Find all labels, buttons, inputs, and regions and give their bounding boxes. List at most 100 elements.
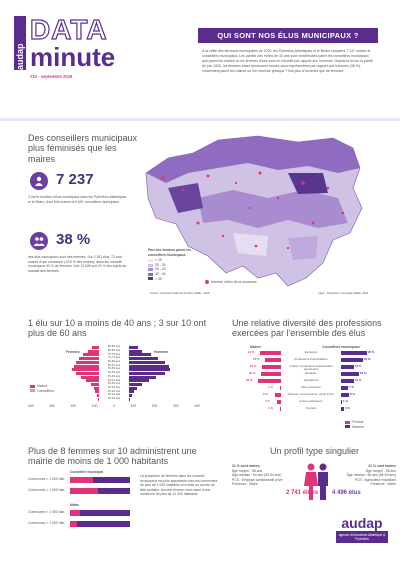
bar-conseillers	[341, 351, 367, 355]
col-conseillers: Conseillers municipaux	[322, 345, 361, 349]
map-legend: Part des femmes parmi les conseillers mu…	[148, 248, 198, 281]
bar-maires	[277, 400, 281, 404]
profile-men: 21 % sont maires Âge moyen : 56 ans Âge …	[346, 464, 396, 487]
value-maires: 6 %	[263, 392, 268, 396]
legend-item: > 45	[148, 277, 198, 282]
pyramid-bar-men	[129, 390, 135, 394]
section2-title: 1 élu sur 10 a moins de 40 ans ; 3 sur 1…	[28, 318, 207, 339]
value-maires: 19 %	[250, 364, 257, 368]
value-conseillers: 18 %	[360, 371, 367, 375]
block-maire-title: Maire	[70, 503, 79, 507]
profession-label: Professions intermédiaires	[294, 357, 328, 361]
pyramid-bar-men	[129, 397, 130, 401]
age-label: 55-59 ans	[107, 366, 121, 371]
pyramid-bar-men	[129, 386, 138, 390]
bar-conseillers	[341, 400, 342, 404]
title-minute: minute	[30, 42, 116, 72]
bar-maires	[260, 351, 281, 355]
age-label: 50-54 ans	[107, 370, 121, 375]
bar-maires	[280, 386, 281, 390]
pyramid-bar-women	[75, 360, 99, 364]
men-count: 4 496 élus	[332, 490, 361, 496]
pyramid-bar-women	[98, 397, 99, 401]
age-label: 35-39 ans	[107, 381, 121, 386]
age-pyramid: 85-89 ans 80-84 ans 75-79 ans 70-74 ans 65-6…	[28, 344, 200, 406]
row-label: Communes < 1 000 hab.	[28, 510, 66, 514]
pyramid-bar-women	[72, 368, 99, 372]
women-count: 2 741 élues	[286, 490, 319, 496]
issue-label: #10 - septembre 2019	[30, 74, 73, 79]
row-label: Communes > 1 000 hab.	[28, 521, 66, 525]
legend-item: Homme	[345, 425, 364, 430]
pyramid-bar-men	[129, 375, 156, 379]
profession-label: Sans profession	[300, 385, 322, 389]
pyramid-bar-men	[129, 371, 165, 375]
pyramid-bar-women	[88, 349, 99, 353]
pyramid-axis: 400 300 200 100 0 100 200 300 400	[28, 404, 200, 408]
row-label: Communes < 1 000 hab.	[28, 477, 66, 481]
pyramid-bar-women	[95, 390, 99, 394]
age-label: 20-24 ans	[107, 392, 121, 397]
value-maires: 1 %	[268, 406, 273, 410]
section1-title: Des conseillers municipaux plus féminisé…	[28, 133, 138, 164]
label-hommes: Hommes	[154, 350, 169, 354]
pyramid-bar-women	[91, 346, 99, 349]
legend-item: Maires	[30, 384, 54, 389]
profession-label: Autres professions	[299, 399, 323, 403]
section3-title: Une relative diversité des professions e…	[232, 318, 382, 339]
value-conseillers: 3 %	[345, 406, 350, 410]
profile-women: 21 % sont maires Âge moyen : 58 ans Âge …	[232, 464, 283, 487]
value-maires: 21 %	[248, 350, 255, 354]
user-icon	[30, 172, 48, 190]
age-label: 80-84 ans	[107, 347, 121, 352]
value-conseillers: 1 %	[343, 399, 348, 403]
value-maires: 16 %	[253, 357, 260, 361]
commune-map	[138, 128, 388, 298]
legend-item: 35 - 40	[148, 267, 198, 272]
intro-text: À la veille des élections municipales de…	[202, 49, 373, 74]
stat-women-text: des élus municipaux sont des femmes. Sur…	[28, 255, 127, 273]
value-conseillers: 7 %	[349, 385, 354, 389]
bar-row	[70, 477, 130, 483]
bar-conseillers	[341, 386, 348, 390]
bar-conseillers	[341, 393, 349, 397]
map-legend-title: Part des femmes parmi les conseillers mu…	[148, 248, 191, 257]
pyramid-bar-women	[82, 353, 99, 357]
pyramid-bar-men	[129, 394, 132, 398]
brand-vertical: audap	[15, 43, 25, 70]
legend-item: Conseillers	[30, 389, 54, 394]
legend-item: 25 - 35	[148, 263, 198, 268]
pyramid-bar-women	[73, 364, 99, 368]
age-label: 85-89 ans	[107, 344, 121, 349]
couple-icon	[302, 462, 332, 502]
age-label: 30-34 ans	[107, 384, 121, 389]
age-label: 40-44 ans	[107, 377, 121, 382]
bar-conseillers	[341, 379, 354, 383]
bar-conseillers	[341, 407, 344, 411]
age-label: 25-29 ans	[107, 388, 121, 393]
profession-label: Agriculteurs	[303, 378, 319, 382]
pyramid-bar-women	[86, 379, 99, 383]
bar-maires	[258, 379, 281, 383]
section4-text: La proportion de femmes dans les conseil…	[140, 474, 218, 497]
value-maires: 4 %	[265, 399, 270, 403]
pyramid-bar-women	[90, 383, 99, 386]
legend-item: Femme	[345, 420, 364, 425]
bar-maires	[275, 393, 281, 397]
row-label: Communes > 1 000 hab.	[28, 488, 66, 492]
value-conseillers: 13 %	[355, 378, 362, 382]
age-label: 65-69 ans	[107, 359, 121, 363]
profession-label: Artisans / commerçants / chefs d'entr.	[287, 392, 335, 396]
pyramid-bar-women	[93, 386, 99, 390]
bar-maires	[265, 358, 281, 362]
pyramid-bar-women	[79, 357, 99, 361]
pyramid-bar-women	[81, 375, 99, 379]
pyramid-bar-men	[129, 360, 165, 364]
stat-total-elus: 7 237	[56, 171, 94, 188]
stat-total-text: C'est le nombre d'élus municipaux dans l…	[28, 195, 127, 204]
bar-maires	[280, 407, 281, 411]
pyramid-bar-men	[129, 346, 138, 349]
brand-bar	[14, 16, 26, 70]
value-maires: 20 %	[249, 371, 256, 375]
age-label: 70-74 ans	[107, 355, 121, 360]
